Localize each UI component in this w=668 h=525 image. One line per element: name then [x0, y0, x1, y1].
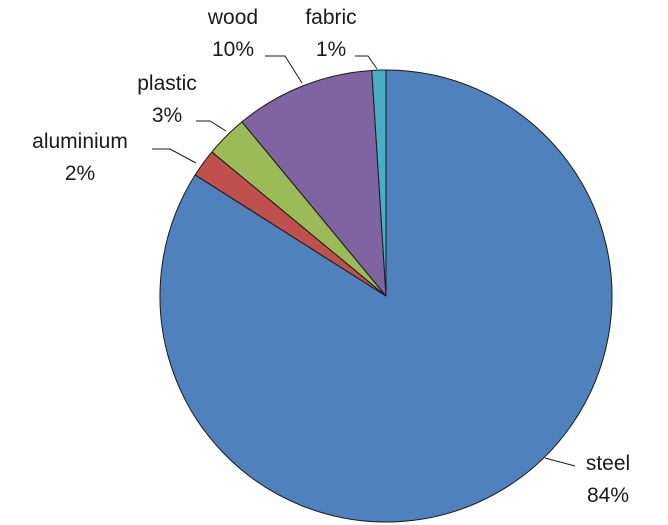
leader-lines	[152, 55, 576, 467]
leader-line-fabric	[355, 55, 378, 70]
leader-line-steel	[544, 457, 576, 467]
slice-labels: steel 84% aluminium 2% plastic 3% wood 10% fabri…	[32, 6, 630, 507]
slice-label-value-plastic: 3%	[152, 104, 182, 127]
slice-label-name-plastic: plastic	[137, 72, 197, 95]
slice-label-value-steel: 84%	[587, 484, 629, 507]
leader-line-wood	[265, 55, 303, 84]
slice-label-name-wood: wood	[207, 6, 258, 29]
pie-slices	[159, 69, 613, 523]
slice-label-value-wood: 10%	[212, 38, 254, 61]
slice-wood	[241, 69, 387, 297]
leader-line-plastic	[196, 120, 227, 132]
slice-label-value-aluminium: 2%	[65, 162, 95, 185]
slice-label-name-steel: steel	[586, 452, 630, 475]
slice-fabric	[371, 69, 387, 297]
slice-label-name-aluminium: aluminium	[32, 130, 128, 153]
slice-label-value-fabric: 1%	[316, 38, 346, 61]
slice-label-name-fabric: fabric	[305, 6, 356, 29]
leader-line-aluminium	[152, 148, 197, 164]
